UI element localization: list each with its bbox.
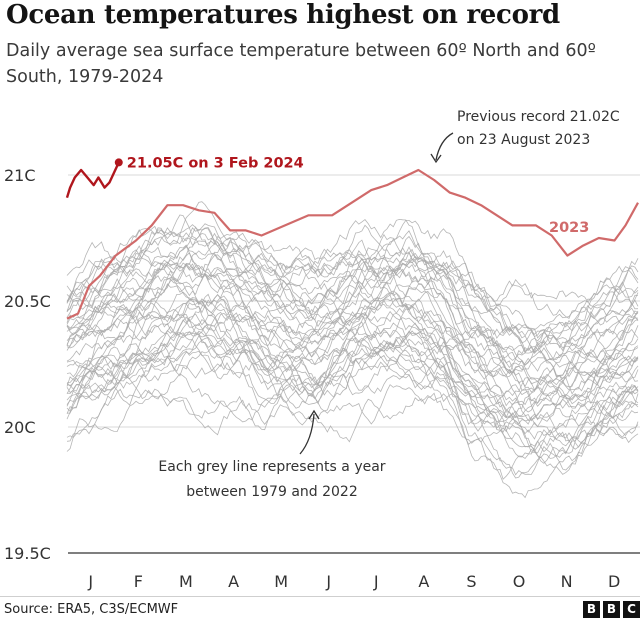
- grey-year-line: [66, 249, 639, 351]
- logo-letter: C: [623, 601, 640, 618]
- grey-year-line: [66, 322, 639, 434]
- grey-year-line: [66, 344, 639, 476]
- x-tick-label: M: [274, 572, 288, 591]
- grey-year-line: [66, 264, 639, 377]
- grey-year-line: [66, 330, 639, 436]
- x-tick-label: D: [608, 572, 620, 591]
- grey-year-line: [66, 201, 639, 303]
- x-tick-label: A: [228, 572, 239, 591]
- x-tick-label: J: [373, 572, 379, 591]
- annotation-grey-note-arrowhead: [308, 409, 320, 420]
- logo-letter: B: [603, 601, 620, 618]
- annotation-grey-note-1: Each grey line represents a year: [158, 459, 385, 475]
- annotations: 21.05C on 3 Feb 2024 Previous record 21.…: [127, 109, 620, 500]
- record-2024-marker: [114, 158, 123, 167]
- annotation-previous-record-arrow: [435, 132, 454, 161]
- y-axis-labels: 19.5C 20C 20.5C 21C: [4, 166, 51, 563]
- x-tick-label: M: [179, 572, 193, 591]
- grey-year-line: [66, 290, 639, 419]
- grey-year-line: [66, 252, 639, 397]
- series-2024: [65, 158, 123, 199]
- grey-year-line: [66, 330, 639, 428]
- x-tick-label: J: [87, 572, 93, 591]
- grey-year-line: [66, 228, 639, 362]
- grey-year-line: [66, 272, 639, 397]
- annotation-previous-record-arrowhead: [430, 153, 442, 164]
- logo-letter: B: [583, 601, 600, 618]
- y-tick-label: 19.5C: [4, 544, 51, 563]
- annotation-2024-record: 21.05C on 3 Feb 2024: [127, 155, 304, 171]
- grey-year-line: [66, 259, 639, 366]
- grey-year-line: [66, 236, 639, 375]
- line-2023: [66, 168, 639, 320]
- grey-year-lines: [66, 201, 639, 499]
- grey-year-line: [66, 298, 639, 419]
- grey-year-line: [66, 321, 639, 454]
- annotation-previous-record-2: on 23 August 2023: [457, 132, 590, 148]
- x-tick-label: F: [134, 572, 143, 591]
- source-note: Source: ERA5, C3S/ECMWF: [4, 602, 179, 617]
- grey-year-line: [66, 262, 639, 405]
- bbc-logo: B B C: [583, 601, 640, 618]
- grey-year-line: [66, 227, 639, 340]
- x-tick-label: N: [561, 572, 573, 591]
- chart-title: Ocean temperatures highest on record: [6, 0, 560, 30]
- grey-year-line: [66, 312, 639, 458]
- x-tick-label: J: [325, 572, 331, 591]
- label-2023: 2023: [549, 220, 589, 236]
- y-tick-label: 20.5C: [4, 292, 51, 311]
- grey-year-line: [66, 227, 639, 352]
- x-tick-label: O: [513, 572, 526, 591]
- annotation-grey-note-arrow: [299, 413, 315, 455]
- grey-year-line: [66, 313, 639, 444]
- grey-year-line: [66, 223, 639, 319]
- grey-year-line: [66, 220, 639, 354]
- chart-subtitle: Daily average sea surface temperature be…: [6, 41, 596, 87]
- annotation-previous-record-1: Previous record 21.02C: [457, 109, 620, 125]
- line-2024: [65, 161, 120, 199]
- grey-year-line: [66, 331, 639, 407]
- x-tick-label: S: [466, 572, 476, 591]
- y-tick-label: 21C: [4, 166, 36, 185]
- annotation-grey-note-2: between 1979 and 2022: [186, 484, 358, 500]
- grey-year-line: [66, 384, 639, 499]
- grey-year-line: [66, 338, 639, 452]
- grey-year-line: [66, 245, 639, 354]
- x-tick-label: A: [418, 572, 429, 591]
- footer-divider: [0, 596, 640, 597]
- grey-year-line: [66, 310, 639, 413]
- grey-year-line: [66, 388, 639, 480]
- series-2023: [66, 168, 639, 320]
- y-tick-label: 20C: [4, 418, 36, 437]
- grey-year-line: [66, 318, 639, 450]
- grey-year-line: [66, 371, 639, 479]
